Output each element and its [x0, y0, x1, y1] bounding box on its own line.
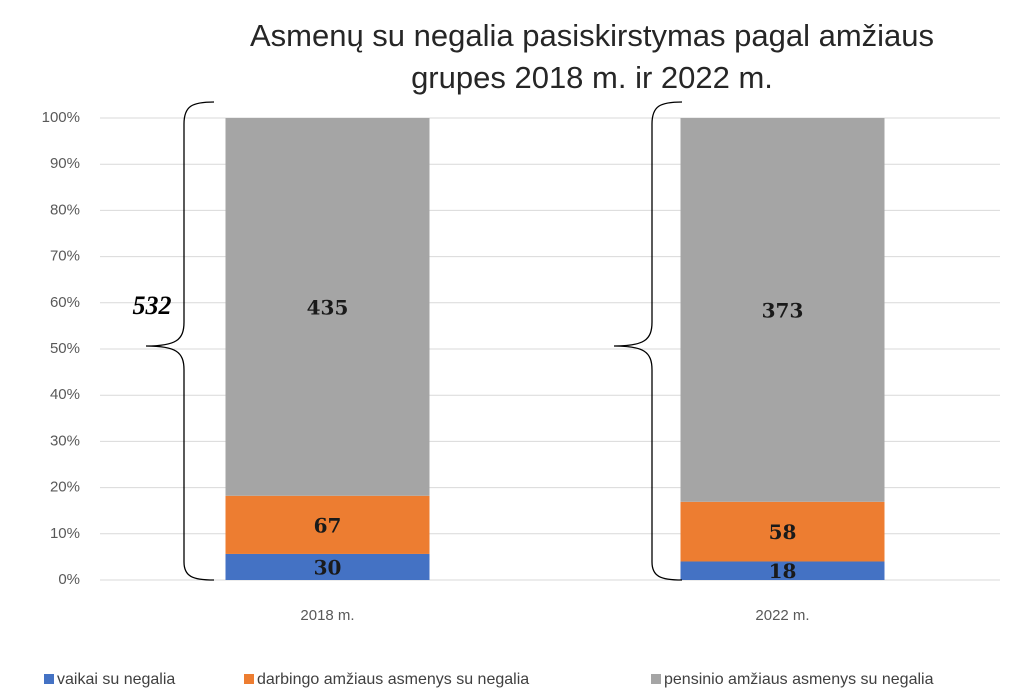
- bar-segment: [225, 118, 430, 496]
- y-tick-label: 60%: [50, 294, 80, 311]
- legend-swatch: [44, 674, 54, 684]
- value-label: 30: [314, 555, 342, 579]
- bar-segment: [680, 118, 885, 502]
- bar-segment: [225, 495, 430, 554]
- value-label: 67: [314, 513, 342, 537]
- legend-label: vaikai su negalia: [57, 671, 175, 688]
- annotation: 532: [133, 291, 172, 320]
- y-tick-label: 40%: [50, 386, 80, 403]
- legend-label: darbingo amžiaus asmenys su negalia: [257, 671, 529, 688]
- bar-segment: [680, 561, 885, 580]
- x-tick-label: 2018 m.: [300, 607, 354, 624]
- value-label: 18: [769, 559, 797, 583]
- legend-label: pensinio amžiaus asmenys su negalia: [664, 671, 934, 688]
- brace: [145, 101, 215, 581]
- chart-title-line: grupes 2018 m. ir 2022 m.: [411, 60, 773, 95]
- x-tick-label: 2022 m.: [755, 607, 809, 624]
- y-tick-label: 70%: [50, 248, 80, 265]
- y-tick-label: 0%: [58, 571, 80, 588]
- legend-swatch: [651, 674, 661, 684]
- chart-title-line: Asmenų su negalia pasiskirstymas pagal a…: [250, 18, 934, 53]
- y-tick-label: 10%: [50, 525, 80, 542]
- y-tick-label: 20%: [50, 479, 80, 496]
- bar-segment: [225, 553, 430, 580]
- legend-swatch: [244, 674, 254, 684]
- value-label: 58: [769, 520, 797, 544]
- brace: [613, 101, 683, 581]
- y-tick-label: 90%: [50, 155, 80, 172]
- y-tick-label: 30%: [50, 432, 80, 449]
- value-label: 435: [307, 295, 349, 319]
- value-label: 373: [762, 298, 804, 322]
- y-tick-label: 80%: [50, 201, 80, 218]
- y-tick-label: 50%: [50, 340, 80, 357]
- bar-segment: [680, 501, 885, 562]
- y-tick-label: 100%: [42, 109, 80, 126]
